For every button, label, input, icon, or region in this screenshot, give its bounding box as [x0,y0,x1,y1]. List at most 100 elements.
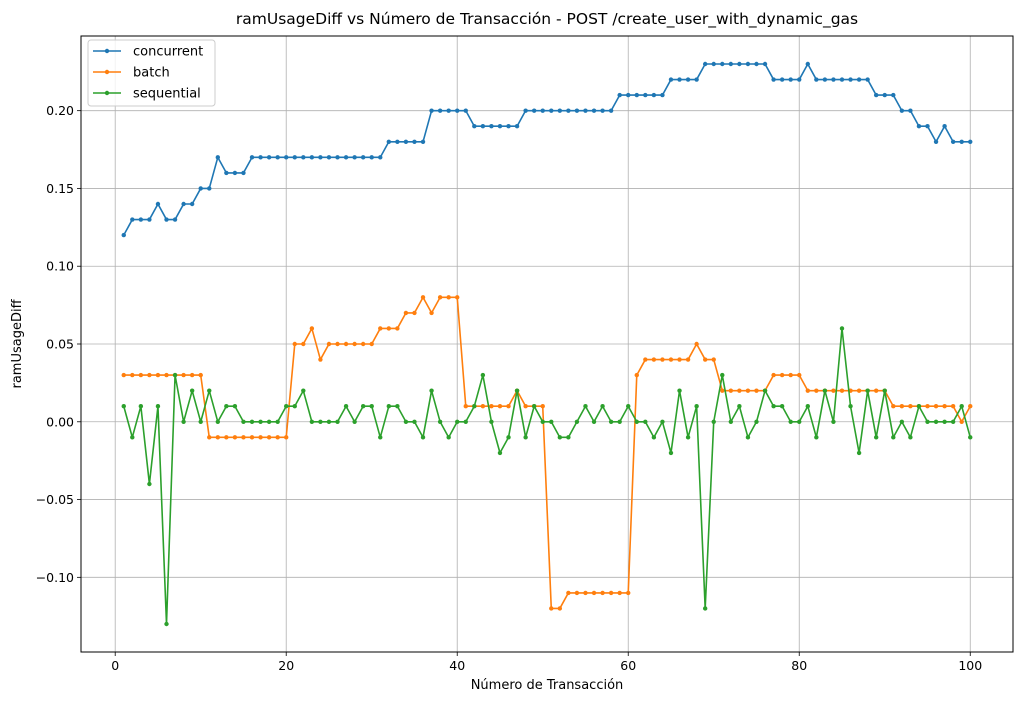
data-point-concurrent [446,108,451,113]
data-point-concurrent [189,201,195,207]
data-point-batch [301,341,306,347]
data-point-batch [506,404,511,409]
data-point-concurrent [429,108,434,113]
data-point-sequential [301,388,306,393]
data-point-sequential [403,419,409,424]
data-point-concurrent [420,139,426,144]
data-point-batch [523,404,528,409]
series-line-concurrent [123,63,971,236]
data-point-batch [395,326,400,331]
data-point-concurrent [215,155,221,160]
data-point-batch [600,590,605,596]
data-point-batch [779,372,785,378]
data-point-sequential [711,419,716,424]
data-point-batch [155,372,161,378]
data-point-batch [839,388,845,393]
data-point-concurrent [608,108,614,113]
data-point-batch [412,310,417,316]
data-point-concurrent [130,217,135,222]
data-point-sequential [540,419,545,424]
data-point-concurrent [172,217,178,222]
legend: concurrent batch sequential [87,39,216,107]
data-point-concurrent [720,61,725,67]
data-point-sequential [814,435,819,440]
data-point-sequential [959,404,964,409]
data-point-batch [378,326,383,331]
data-point-sequential [626,404,631,409]
data-point-batch [232,435,238,440]
data-point-batch [224,435,229,440]
legend-marker-sequential [104,90,110,96]
data-point-concurrent [557,108,563,113]
data-point-batch [446,295,451,300]
data-point-batch [814,388,819,393]
data-point-concurrent [771,77,776,82]
data-point-sequential [437,419,443,424]
data-point-concurrent [121,232,126,238]
data-point-concurrent [232,170,238,176]
data-point-sequential [677,388,682,393]
y-tick-label: 0.20 [46,103,74,118]
data-point-sequential [968,435,973,440]
data-point-concurrent [856,77,862,82]
data-point-sequential [326,419,332,424]
data-point-batch [266,435,272,440]
y-tick-label: 0.10 [46,259,74,274]
data-point-sequential [549,419,554,424]
data-point-sequential [360,404,366,409]
data-point-concurrent [643,92,648,98]
data-point-batch [574,590,580,596]
data-point-sequential [121,404,126,409]
data-point-concurrent [395,139,400,144]
data-point-sequential [737,404,742,409]
data-point-concurrent [523,108,528,113]
data-point-batch [420,295,426,300]
data-point-sequential [343,404,349,409]
data-point-sequential [266,419,272,424]
data-point-concurrent [694,77,699,82]
data-point-sequential [916,404,922,409]
data-point-concurrent [343,155,349,160]
data-point-batch [437,295,443,300]
data-point-sequential [660,419,665,424]
data-point-concurrent [497,124,503,129]
data-point-batch [608,590,614,596]
data-point-concurrent [805,61,810,67]
data-point-batch [369,341,374,347]
data-point-batch [745,388,751,393]
data-point-concurrent [873,92,879,98]
data-point-concurrent [848,77,853,82]
data-point-batch [685,357,691,362]
data-point-concurrent [728,61,734,67]
data-point-concurrent [600,108,605,113]
data-point-sequential [720,372,725,378]
data-point-sequential [215,419,221,424]
data-point-batch [797,372,802,378]
series-line-sequential [122,327,972,625]
data-point-sequential [395,404,400,409]
data-point-batch [360,341,366,347]
data-point-sequential [147,481,152,487]
data-point-concurrent [326,155,332,160]
data-point-concurrent [164,217,169,222]
x-tick-label: 0 [111,658,119,673]
x-tick-label: 80 [791,658,807,673]
y-tick-label: 0.15 [46,181,74,196]
data-point-batch [805,388,810,393]
data-point-sequential [369,404,374,409]
data-point-sequential [651,435,657,440]
data-point-sequential [797,419,802,424]
data-point-batch [856,388,862,393]
data-point-sequential [566,435,571,440]
data-point-sequential [805,404,810,409]
data-point-batch [831,388,836,393]
data-point-concurrent [360,155,366,160]
data-point-concurrent [352,155,357,160]
data-point-concurrent [762,61,768,67]
data-point-concurrent [942,124,947,129]
data-point-sequential [779,404,785,409]
data-point-concurrent [275,155,280,160]
data-point-batch [720,388,725,393]
data-point-sequential [891,435,896,440]
data-point-sequential [455,419,460,424]
